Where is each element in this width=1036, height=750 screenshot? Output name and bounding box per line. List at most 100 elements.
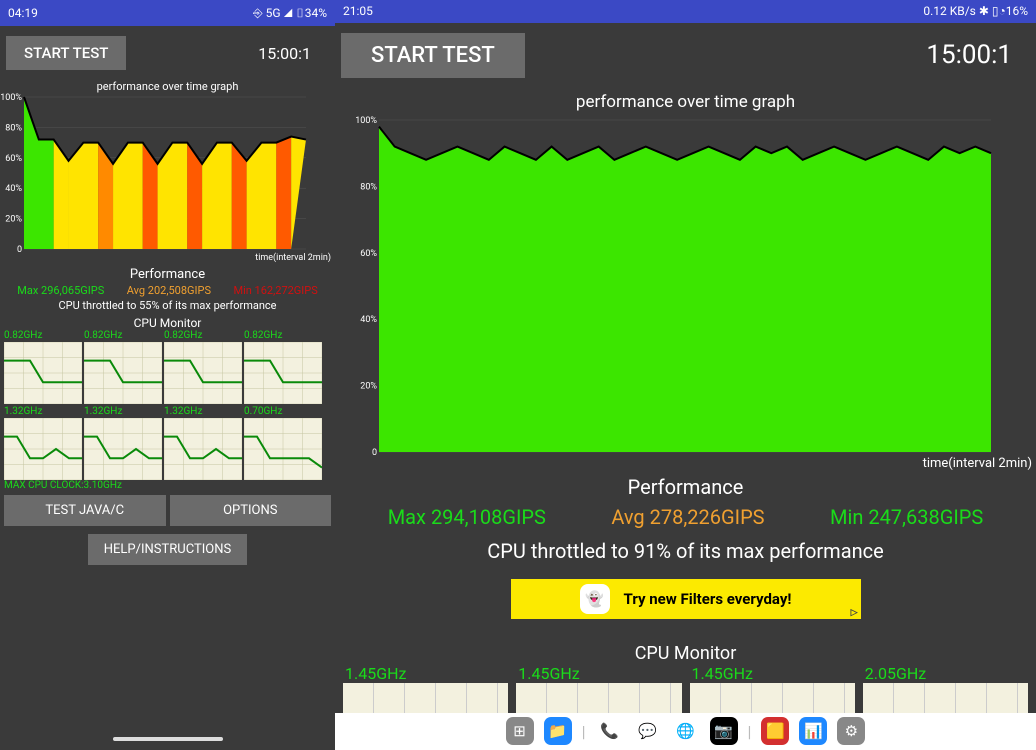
status-bar: 04:19 ⎆ 5G ◢ ▯34%	[0, 0, 335, 26]
svg-text:20%: 20%	[5, 215, 22, 225]
cpu-core-cell: 0.82GHz	[244, 342, 322, 404]
svg-text:40%: 40%	[5, 184, 22, 194]
cpu-bar	[343, 683, 508, 713]
start-test-button[interactable]: START TEST	[341, 33, 525, 78]
ad-banner[interactable]: 👻 Try new Filters everyday!	[511, 579, 861, 619]
dock-app-icon[interactable]: ⚙	[837, 717, 865, 745]
help-wrap: HELP/INSTRUCTIONS	[0, 530, 335, 569]
device-left: 04:19 ⎆ 5G ◢ ▯34% START TEST 15:00:1 per…	[0, 0, 335, 750]
performance-stats: Max 294,108GIPS Avg 278,226GIPS Min 247,…	[335, 499, 1036, 535]
cpu-grid: 0.82GHz 0.82GHz 0.82GHz 0.82GHz 1.32GHz	[0, 330, 335, 480]
cpu-bar	[516, 683, 681, 713]
cpu-freq-label: 1.45GHz	[516, 664, 681, 683]
cpu-freq-label: 1.32GHz	[84, 406, 122, 417]
cpu-freq-label: 0.82GHz	[244, 330, 282, 341]
cpu-core-cell: 1.32GHz	[164, 418, 242, 480]
cpu-monitor-header: CPU Monitor	[335, 643, 1036, 664]
cpu-core-cell: 1.32GHz	[4, 418, 82, 480]
perf-avg: Avg 278,226GIPS	[611, 505, 764, 529]
dock-app-icon[interactable]: 🌐	[672, 717, 700, 745]
button-row: TEST JAVA/C OPTIONS	[0, 491, 335, 530]
cpu-freq-label: 0.82GHz	[164, 330, 202, 341]
top-bar: START TEST 15:00:1	[0, 26, 335, 80]
performance-header: Performance	[0, 267, 335, 282]
cpu-monitor-header: CPU Monitor	[0, 316, 335, 330]
chart-title: performance over time graph	[335, 92, 1036, 112]
max-clock-text: MAX CPU CLOCK:3.10GHz	[0, 480, 335, 491]
chart-xlabel: time(interval 2min)	[0, 253, 335, 263]
performance-chart: 100% 80% 60% 40% 20% 0	[0, 93, 335, 253]
dock-divider: |	[748, 722, 752, 741]
dock-divider: |	[582, 722, 586, 741]
dock-app-icon[interactable]: ⊞	[506, 717, 534, 745]
cpu-freq-label: 0.82GHz	[4, 330, 42, 341]
ad-text: Try new Filters everyday!	[624, 590, 792, 608]
svg-text:20%: 20%	[360, 382, 377, 392]
status-bar: 21:05 0.12 KB/s ✱ ▯◔16%	[335, 0, 1036, 23]
options-button[interactable]: OPTIONS	[170, 495, 332, 526]
status-icons: ⎆ 5G ◢ ▯34%	[253, 6, 327, 21]
app-body: START TEST 15:00:1 performance over time…	[335, 23, 1036, 713]
perf-avg: Avg 202,508GIPS	[127, 284, 211, 297]
dock-app-icon[interactable]: 📁	[544, 717, 572, 745]
cpu-freq-label: 1.32GHz	[4, 406, 42, 417]
svg-text:0: 0	[17, 245, 22, 253]
cpu-core-cell: 1.45GHz	[690, 664, 855, 713]
cpu-core-cell: 0.82GHz	[84, 342, 162, 404]
throttle-text: CPU throttled to 91% of its max performa…	[335, 539, 1036, 563]
dock-app-icon[interactable]: 🟨	[761, 717, 789, 745]
cpu-core-cell: 1.32GHz	[84, 418, 162, 480]
help-button[interactable]: HELP/INSTRUCTIONS	[88, 534, 247, 565]
dock-app-icon[interactable]: 💬	[634, 717, 662, 745]
chart-title: performance over time graph	[0, 80, 335, 93]
test-java-button[interactable]: TEST JAVA/C	[4, 495, 166, 526]
performance-stats: Max 296,065GIPS Avg 202,508GIPS Min 162,…	[0, 282, 335, 299]
throttle-text: CPU throttled to 55% of its max performa…	[0, 299, 335, 312]
chart-xlabel: time(interval 2min)	[335, 456, 1036, 471]
svg-text:100%: 100%	[0, 93, 22, 103]
timer-text: 15:00:1	[258, 44, 311, 63]
performance-chart: 100% 80% 60% 40% 20% 0	[335, 116, 1036, 456]
device-right: 21:05 0.12 KB/s ✱ ▯◔16% START TEST 15:00…	[335, 0, 1036, 750]
perf-max: Max 294,108GIPS	[388, 505, 546, 529]
dock: ⊞ 📁 | 📞 💬 🌐 📷 | 🟨 📊 ⚙	[335, 713, 1036, 750]
cpu-core-cell: 0.82GHz	[164, 342, 242, 404]
cpu-freq-label: 0.70GHz	[244, 406, 282, 417]
cpu-core-cell: 0.82GHz	[4, 342, 82, 404]
perf-max: Max 296,065GIPS	[17, 284, 104, 297]
cpu-freq-label: 2.05GHz	[863, 664, 1028, 683]
timer-text: 15:00:1	[926, 40, 1012, 70]
svg-text:80%: 80%	[5, 123, 22, 133]
status-time: 21:05	[343, 4, 373, 18]
svg-text:60%: 60%	[360, 249, 377, 259]
cpu-core-cell: 2.05GHz	[863, 664, 1028, 713]
dock-app-icon[interactable]: 📊	[799, 717, 827, 745]
cpu-core-cell: 1.45GHz	[516, 664, 681, 713]
dock-app-icon[interactable]: 📷	[710, 717, 738, 745]
cpu-core-cell: 0.70GHz	[244, 418, 322, 480]
dock-app-icon[interactable]: 📞	[596, 717, 624, 745]
svg-text:100%: 100%	[355, 116, 377, 126]
svg-text:60%: 60%	[5, 154, 22, 164]
cpu-freq-label: 1.32GHz	[164, 406, 202, 417]
cpu-freq-label: 1.45GHz	[690, 664, 855, 683]
app-body: START TEST 15:00:1 performance over time…	[0, 26, 335, 750]
top-bar: START TEST 15:00:1	[335, 23, 1036, 88]
snapchat-icon: 👻	[580, 584, 610, 614]
cpu-bar	[863, 683, 1028, 713]
perf-min: Min 247,638GIPS	[830, 505, 983, 529]
svg-text:80%: 80%	[360, 182, 377, 192]
svg-text:40%: 40%	[360, 315, 377, 325]
perf-min: Min 162,272GIPS	[233, 284, 317, 297]
cpu-freq-label: 0.82GHz	[84, 330, 122, 341]
home-indicator[interactable]	[0, 728, 335, 750]
status-icons: 0.12 KB/s ✱ ▯◔16%	[923, 4, 1028, 18]
performance-header: Performance	[335, 475, 1036, 499]
cpu-core-cell: 1.45GHz	[343, 664, 508, 713]
cpu-freq-label: 1.45GHz	[343, 664, 508, 683]
svg-text:0: 0	[372, 448, 377, 456]
start-test-button[interactable]: START TEST	[6, 36, 126, 70]
cpu-bar	[690, 683, 855, 713]
cpu-row: 1.45GHz 1.45GHz 1.45GHz 2.05GHz	[335, 664, 1036, 713]
status-time: 04:19	[8, 6, 38, 20]
